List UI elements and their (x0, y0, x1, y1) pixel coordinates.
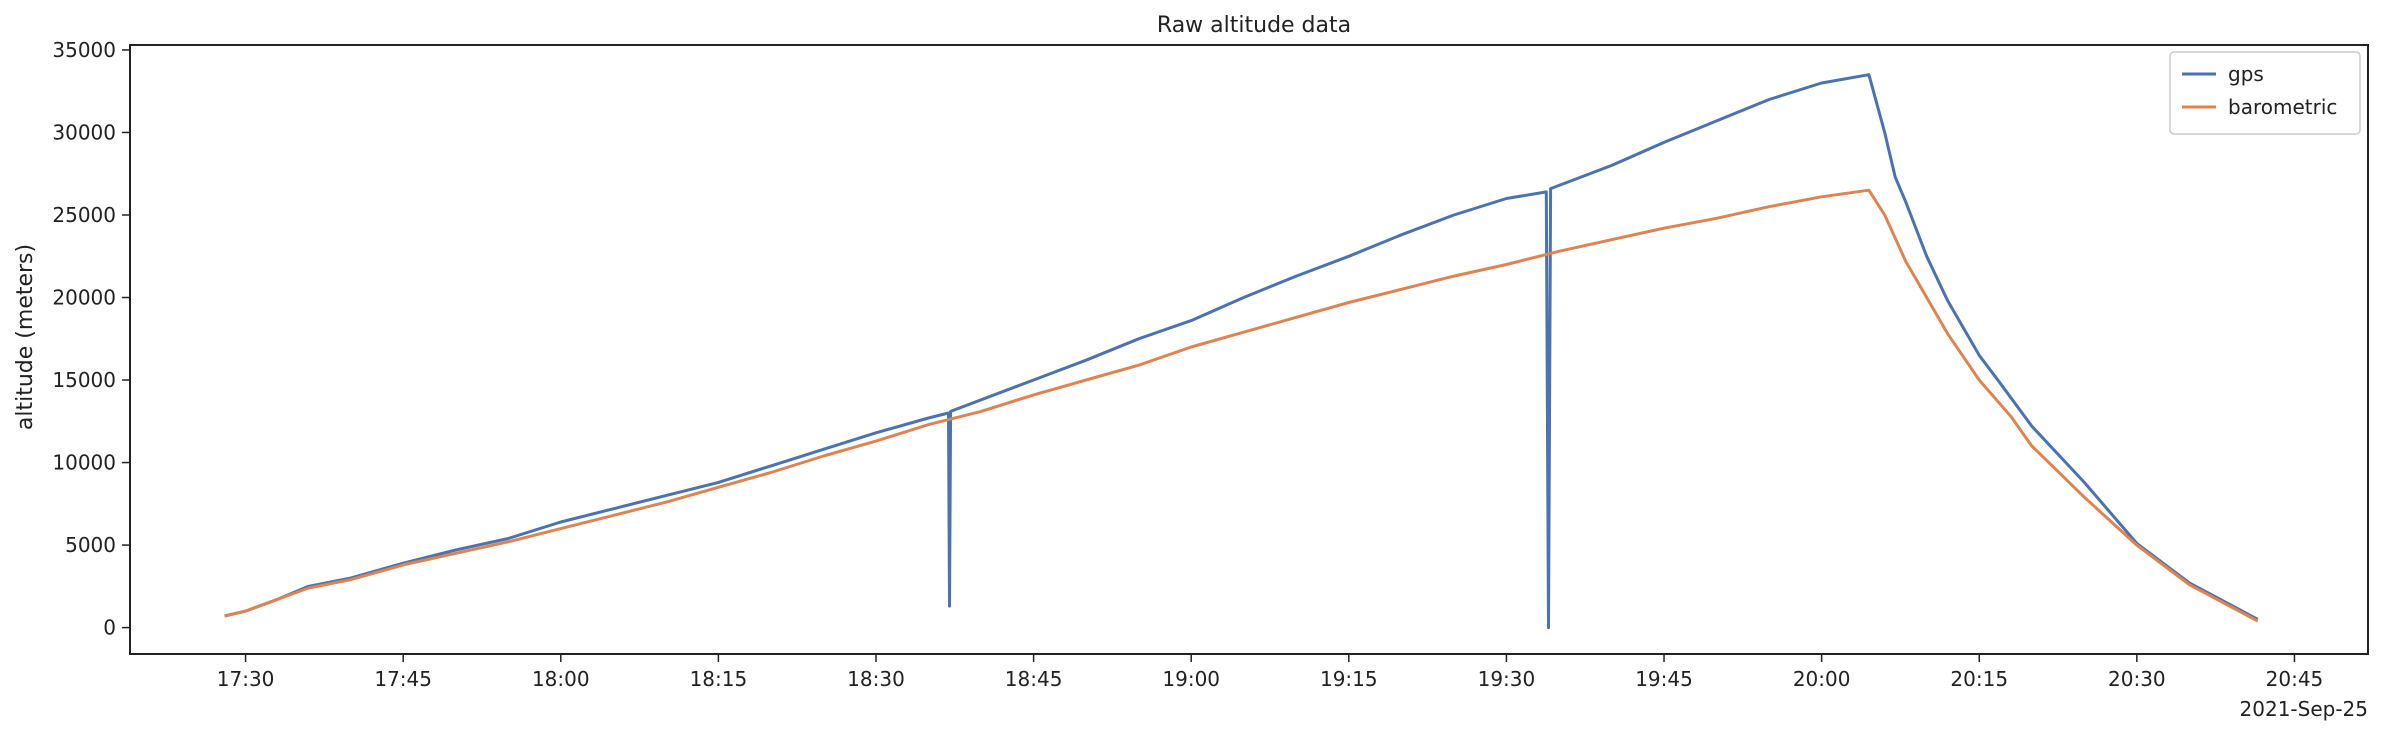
x-tick-label: 18:00 (532, 667, 590, 691)
x-axis: 17:30 17:45 18:00 18:15 18:30 18:45 19:00 19:15… (217, 654, 2324, 691)
series-layer (224, 73, 2259, 630)
y-tick-label: 35000 (52, 38, 116, 62)
chart-title: Raw altitude data (1157, 13, 1351, 38)
x-tick-label: 20:30 (2108, 667, 2166, 691)
legend: gps barometric (2169, 51, 2361, 135)
x-tick-label: 20:15 (1950, 667, 2008, 691)
legend-box (2169, 51, 2361, 135)
y-tick-label: 10000 (52, 451, 116, 475)
x-axis-date-label: 2021-Sep-25 (2240, 697, 2368, 721)
x-tick-label: 17:45 (374, 667, 432, 691)
legend-label-barometric: barometric (2228, 95, 2337, 119)
legend-label-gps: gps (2228, 62, 2264, 86)
y-tick-label: 0 (103, 616, 116, 640)
plot-frame (129, 44, 2369, 655)
x-tick-label: 18:30 (847, 667, 905, 691)
y-tick-label: 15000 (52, 368, 116, 392)
x-tick-label: 18:15 (690, 667, 748, 691)
series-line-barometric (224, 188, 2259, 623)
y-axis-label: altitude (meters) (13, 244, 38, 430)
y-tick-label: 20000 (52, 286, 116, 310)
x-tick-label: 17:30 (217, 667, 275, 691)
y-tick-label: 25000 (52, 203, 116, 227)
y-axis: 0 5000 10000 15000 20000 25000 30000 35000 (52, 38, 130, 640)
x-tick-label: 19:15 (1320, 667, 1378, 691)
series-line-gps (224, 73, 2259, 630)
x-tick-label: 20:00 (1793, 667, 1851, 691)
x-tick-label: 19:30 (1478, 667, 1536, 691)
x-tick-label: 19:45 (1635, 667, 1693, 691)
x-tick-label: 20:45 (2266, 667, 2324, 691)
y-tick-label: 5000 (65, 533, 116, 557)
x-tick-label: 19:00 (1162, 667, 1220, 691)
y-tick-label: 30000 (52, 120, 116, 144)
x-tick-label: 18:45 (1005, 667, 1063, 691)
